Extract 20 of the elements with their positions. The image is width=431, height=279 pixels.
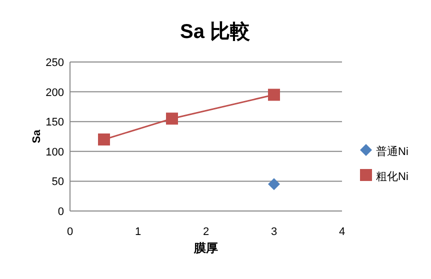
y-tick-label: 200 <box>46 86 64 99</box>
x-tick-label: 2 <box>202 226 210 238</box>
x-tick-label: 0 <box>66 226 74 238</box>
y-tick-label: 150 <box>46 116 64 129</box>
y-tick-label: 100 <box>46 146 64 158</box>
x-tick-label: 4 <box>338 226 346 238</box>
point <box>268 88 280 101</box>
y-tick-label: 50 <box>52 176 64 188</box>
legend-label: 粗化Ni <box>376 171 408 183</box>
point <box>268 178 280 190</box>
y-tick-label: 250 <box>46 57 64 69</box>
x-tick-label: 1 <box>134 226 142 238</box>
x-axis-title: 膜厚 <box>193 241 218 255</box>
x-tick-label: 3 <box>270 226 278 238</box>
point <box>98 133 110 146</box>
y-tick-label: 0 <box>58 206 64 218</box>
y-axis-title: Sa <box>31 128 43 144</box>
point <box>166 112 178 125</box>
chart-title: Sa 比較 <box>180 21 252 43</box>
legend-label: 普通Ni <box>376 145 408 158</box>
